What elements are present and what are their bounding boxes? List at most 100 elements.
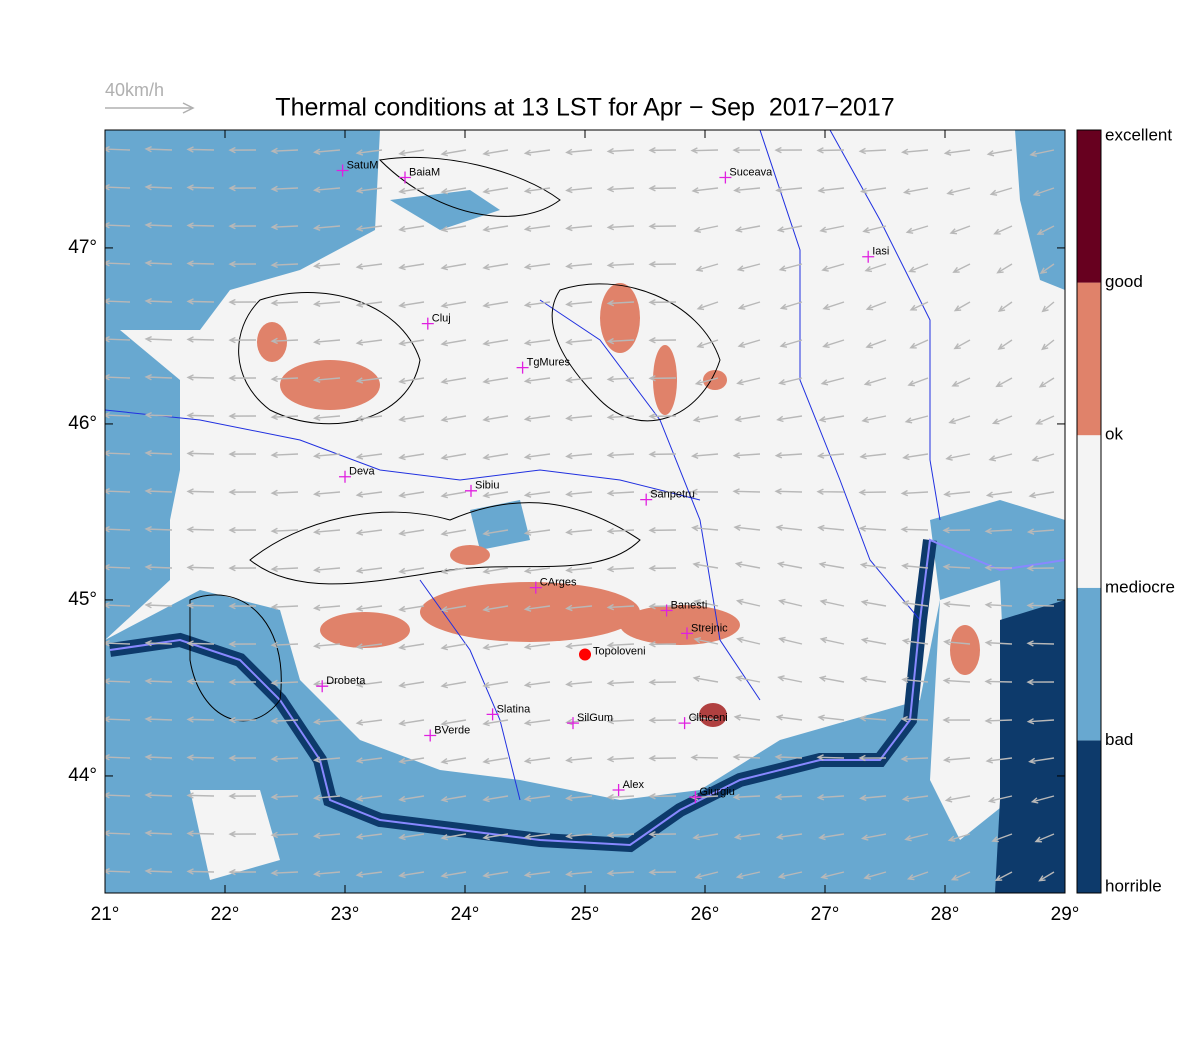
wind-arrow: [693, 599, 719, 607]
wind-arrow: [693, 225, 719, 233]
wind-arrow: [901, 600, 929, 607]
wind-arrow: [482, 415, 509, 423]
wind-arrow: [775, 186, 803, 194]
wind-arrow: [774, 452, 803, 459]
wind-arrow: [398, 795, 425, 803]
wind-arrow: [691, 714, 719, 722]
wind-arrow: [648, 413, 677, 420]
wind-arrow: [440, 833, 467, 841]
wind-arrow: [144, 525, 173, 533]
wind-arrow: [1026, 678, 1055, 686]
wind-arrow: [900, 715, 929, 723]
wind-arrow: [648, 451, 677, 458]
wind-arrow: [1036, 225, 1055, 235]
wind-arrow: [270, 223, 299, 231]
wind-arrow: [228, 640, 257, 648]
wind-arrow: [270, 185, 299, 193]
wind-arrow: [228, 488, 257, 496]
wind-arrow: [863, 377, 887, 386]
wind-arrow: [186, 678, 215, 685]
legend-swatch: [1077, 740, 1101, 893]
wind-arrow: [948, 415, 971, 425]
wind-arrow: [858, 754, 887, 762]
wind-arrow: [186, 716, 215, 723]
wind-arrow: [355, 453, 383, 460]
wind-arrow: [144, 753, 173, 761]
wind-arrow: [105, 602, 131, 609]
wind-arrow: [228, 716, 257, 724]
wind-arrow: [398, 567, 425, 575]
wind-arrow: [648, 261, 677, 268]
wind-arrow: [989, 187, 1013, 196]
wind-arrow: [228, 146, 257, 154]
wind-arrow: [951, 377, 971, 387]
wind-arrow: [355, 377, 383, 384]
wind-arrow: [732, 146, 761, 154]
wind-arrow: [690, 488, 719, 496]
wind-arrow: [270, 717, 299, 725]
wind-arrow: [984, 717, 1013, 725]
wind-arrow: [105, 336, 131, 343]
wind-arrow: [355, 643, 383, 650]
wind-arrow: [818, 415, 845, 423]
wind-arrow: [186, 640, 215, 647]
wind-arrow: [440, 681, 467, 689]
wind-arrow: [523, 187, 551, 194]
legend-label: bad: [1105, 730, 1133, 749]
wind-arrow: [482, 643, 509, 651]
wind-arrow: [863, 871, 887, 880]
wind-arrow: [648, 717, 677, 724]
wind-arrow: [186, 602, 215, 609]
city-marker: [486, 708, 499, 721]
wind-arrow: [900, 489, 929, 497]
wind-arrow: [565, 452, 593, 460]
wind-arrow: [482, 871, 509, 879]
city-label: Alex: [623, 779, 645, 791]
wind-arrow: [440, 491, 467, 499]
wind-arrow: [904, 833, 929, 842]
wind-arrow: [1026, 640, 1055, 647]
wind-arrow: [270, 793, 299, 801]
wind-arrow: [648, 375, 677, 382]
wind-arrow: [228, 602, 257, 610]
city-label: BVerde: [434, 724, 470, 736]
city-label: Suceava: [729, 166, 773, 178]
wind-arrow: [817, 187, 845, 194]
wind-arrow: [693, 637, 719, 645]
wind-arrow: [606, 299, 635, 307]
wind-arrow: [735, 598, 761, 607]
wind-arrow: [270, 337, 299, 345]
wind-arrow: [523, 263, 551, 270]
wind-arrow: [735, 675, 761, 683]
wind-arrow: [523, 529, 551, 536]
wind-arrow: [105, 184, 131, 191]
map-field: [105, 130, 1065, 893]
wind-arrow: [398, 643, 425, 651]
wind-arrow: [482, 567, 509, 575]
wind-arrow: [648, 565, 677, 572]
wind-scale-arrow: [105, 102, 195, 114]
wind-arrow: [482, 795, 509, 803]
wind-arrow: [144, 715, 173, 723]
wind-arrow: [482, 149, 509, 157]
wind-arrow: [105, 868, 131, 875]
wind-arrow: [859, 562, 887, 569]
city-label: TgMures: [527, 357, 571, 369]
wind-arrow: [997, 301, 1013, 312]
wind-arrow: [648, 527, 677, 534]
wind-arrow: [1038, 871, 1055, 882]
wind-arrow: [440, 187, 467, 195]
wind-arrow: [228, 412, 257, 420]
wind-arrow: [105, 526, 131, 533]
wind-arrow: [1026, 565, 1055, 572]
wind-arrow: [398, 681, 425, 689]
wind-arrow: [946, 187, 971, 196]
wind-arrow: [606, 755, 635, 763]
wind-arrow: [228, 184, 257, 192]
wind-arrow: [816, 754, 845, 761]
wind-arrow: [606, 793, 635, 801]
wind-arrow: [991, 833, 1013, 843]
wind-arrow: [942, 527, 971, 534]
wind-arrow: [482, 605, 509, 613]
wind-arrow: [440, 377, 467, 385]
